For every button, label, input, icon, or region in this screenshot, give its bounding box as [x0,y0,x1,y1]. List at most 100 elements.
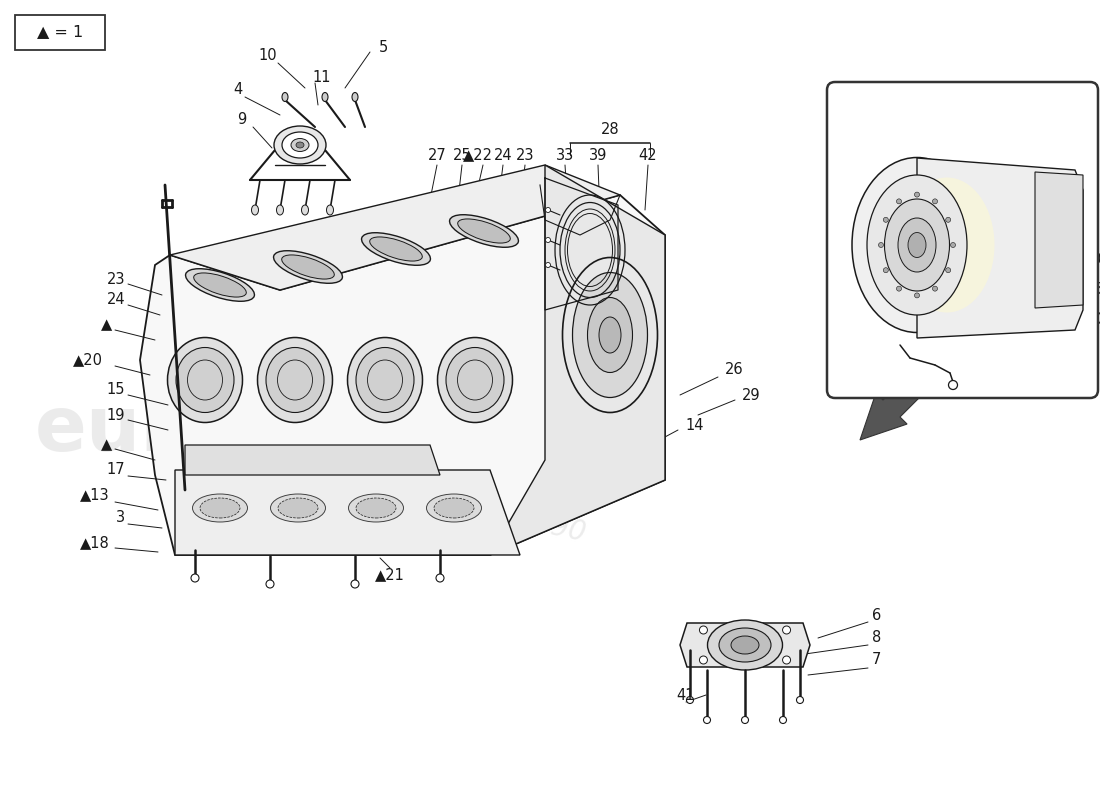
Ellipse shape [427,494,482,522]
Ellipse shape [348,338,422,422]
Ellipse shape [546,238,550,242]
Text: ▲ = 1: ▲ = 1 [37,25,84,39]
Text: 6: 6 [872,607,881,622]
Polygon shape [860,362,938,440]
Ellipse shape [946,268,950,273]
Polygon shape [490,165,666,555]
Ellipse shape [356,498,396,518]
Ellipse shape [884,199,949,291]
FancyBboxPatch shape [827,82,1098,398]
Text: 17: 17 [107,462,125,478]
Text: ▲22: ▲22 [463,147,493,162]
Ellipse shape [933,199,937,204]
Ellipse shape [933,286,937,291]
Ellipse shape [282,255,334,279]
Text: 23: 23 [516,147,535,162]
Ellipse shape [349,494,404,522]
Ellipse shape [271,494,326,522]
Ellipse shape [282,132,318,158]
Polygon shape [175,470,520,555]
Text: 11: 11 [312,70,331,85]
Ellipse shape [948,381,957,390]
Ellipse shape [167,338,242,422]
Ellipse shape [896,199,902,204]
Ellipse shape [946,218,950,222]
Text: 39: 39 [588,147,607,162]
Ellipse shape [562,258,658,413]
Ellipse shape [434,498,474,518]
Ellipse shape [438,338,513,422]
Polygon shape [185,445,440,475]
Text: 16: 16 [1084,282,1100,298]
Ellipse shape [301,205,308,215]
Bar [15,15,105,50]
Ellipse shape [546,262,550,267]
Ellipse shape [200,498,240,518]
Ellipse shape [883,268,889,273]
Text: 19: 19 [107,407,125,422]
Ellipse shape [252,205,258,215]
Ellipse shape [780,717,786,723]
Text: 30: 30 [1084,253,1100,267]
Ellipse shape [879,242,883,247]
Ellipse shape [436,574,444,582]
Ellipse shape [686,697,693,703]
Ellipse shape [352,93,358,102]
Text: ▲21: ▲21 [375,567,405,582]
Ellipse shape [292,138,309,151]
Ellipse shape [782,626,791,634]
Ellipse shape [351,580,359,588]
Ellipse shape [274,126,326,164]
Text: ▲: ▲ [101,318,112,333]
Ellipse shape [950,242,956,247]
Polygon shape [1035,172,1084,308]
Ellipse shape [446,347,504,413]
Ellipse shape [908,233,926,258]
Ellipse shape [704,717,711,723]
Text: 41: 41 [676,687,695,702]
Ellipse shape [327,205,333,215]
Text: ▲18: ▲18 [80,535,110,550]
Text: ▲20: ▲20 [73,353,103,367]
Text: 33: 33 [556,147,574,162]
Ellipse shape [572,273,648,398]
Ellipse shape [546,207,550,213]
Ellipse shape [194,273,246,297]
Ellipse shape [450,214,518,247]
Ellipse shape [192,494,248,522]
Polygon shape [680,623,810,667]
Ellipse shape [700,656,707,664]
Ellipse shape [458,219,510,243]
Polygon shape [917,158,1084,338]
Ellipse shape [176,347,234,413]
Ellipse shape [700,626,707,634]
Text: 25: 25 [453,147,471,162]
Text: ▲13: ▲13 [80,487,110,502]
Ellipse shape [266,347,324,413]
Text: 7: 7 [872,653,881,667]
Polygon shape [170,165,620,290]
Text: ▲: ▲ [101,438,112,453]
Ellipse shape [266,580,274,588]
Text: 42: 42 [639,147,658,162]
Polygon shape [140,195,666,555]
Text: 23: 23 [107,273,125,287]
Text: 9: 9 [238,113,246,127]
Text: 5: 5 [378,39,387,54]
Ellipse shape [600,317,621,353]
Ellipse shape [296,142,304,148]
Ellipse shape [274,250,342,283]
Text: 24: 24 [494,147,513,162]
Ellipse shape [732,636,759,654]
Ellipse shape [914,192,920,197]
Text: 27: 27 [428,147,447,162]
Ellipse shape [587,298,632,373]
Ellipse shape [278,498,318,518]
Ellipse shape [782,656,791,664]
Ellipse shape [282,93,288,102]
Ellipse shape [276,205,284,215]
Ellipse shape [867,175,967,315]
Ellipse shape [883,218,889,222]
Ellipse shape [322,93,328,102]
Ellipse shape [257,338,332,422]
